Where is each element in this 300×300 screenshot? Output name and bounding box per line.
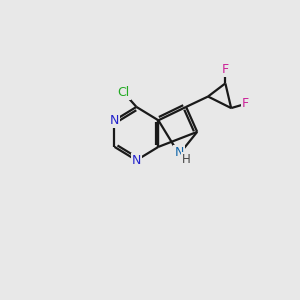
Text: H: H bbox=[182, 153, 190, 166]
Text: F: F bbox=[242, 98, 249, 110]
Text: Cl: Cl bbox=[118, 86, 130, 99]
Text: N: N bbox=[175, 146, 184, 159]
Text: N: N bbox=[132, 154, 141, 167]
Text: F: F bbox=[222, 62, 229, 76]
Text: N: N bbox=[110, 114, 119, 127]
